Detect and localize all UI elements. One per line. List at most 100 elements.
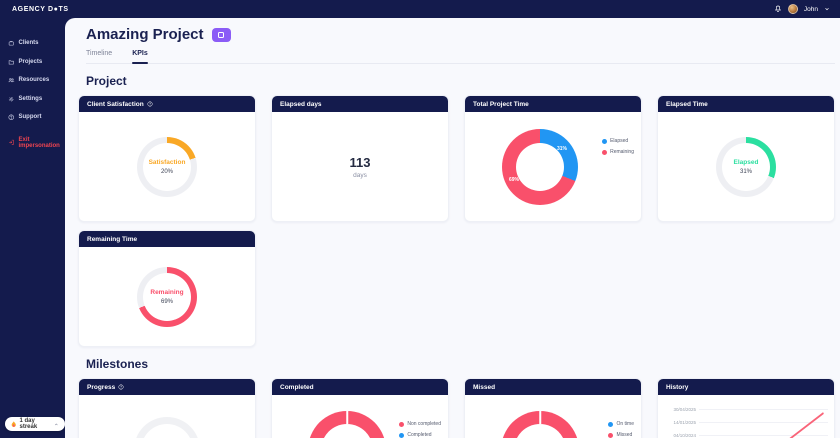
card-completed: Completed Non completed Co [271,378,449,438]
legend-dot [608,421,614,427]
gear-icon [8,96,14,102]
chart-legend: On time Missed [608,421,634,438]
legend-dot [399,432,405,438]
slice-separator [346,410,348,424]
card-header: Progress [79,379,255,395]
slice-label-remaining: 69% [509,176,520,183]
slice-separator [539,410,541,424]
legend-label: Completed [407,432,432,438]
sidebar-item-resources[interactable]: Resources [0,71,65,90]
legend-label: Elapsed [610,138,629,144]
sidebar-item-clients[interactable]: Clients [0,34,65,53]
elapsed-time-donut-chart: Elapsed 31% [716,136,776,197]
card-title: Elapsed Time [666,100,708,108]
legend-dot [602,149,608,155]
legend-label: Non completed [407,421,441,427]
y-tick: 14/01/2025 [673,420,696,425]
sidebar-item-projects[interactable]: Projects [0,53,65,72]
progress-donut-chart: Progress [134,416,200,438]
card-client-satisfaction: Client Satisfaction Satisfaction 20% [78,95,256,222]
card-header: Elapsed days [272,96,448,112]
streak-badge[interactable]: 1 day streak [5,417,65,431]
satisfaction-donut-chart: Satisfaction 20% [137,136,197,197]
card-title: History [666,383,689,391]
donut-center-value: 69% [160,298,173,305]
card-header: History [658,379,834,395]
bell-icon[interactable] [774,5,782,13]
edit-project-button[interactable] [211,27,231,42]
section-title-milestones: Milestones [86,357,149,371]
card-title: Total Project Time [473,100,529,108]
donut-center-label: Remaining [150,288,184,296]
legend-item-non-completed[interactable]: Non completed [399,421,441,427]
legend-item-completed[interactable]: Completed [399,432,441,438]
slice-label-elapsed: 31% [556,145,567,152]
top-bar: AGENCY D●TS John [0,0,840,18]
total-time-donut-chart: 31% 69% [502,128,578,205]
legend-item-missed[interactable]: Missed [608,432,634,438]
user-name[interactable]: John [803,5,818,13]
gridline [699,435,828,436]
project-kpi-grid-2: Remaining Time Remaining 69% [78,230,835,347]
sidebar-item-label: Projects [18,58,43,65]
sidebar-item-settings[interactable]: Settings [0,90,65,109]
chevron-down-icon[interactable] [824,6,830,12]
legend-label: Remaining [610,149,634,155]
card-header: Total Project Time [465,96,641,112]
avatar[interactable] [787,4,798,14]
legend-item-on-time[interactable]: On time [608,421,634,427]
section-title-project: Project [86,74,127,88]
card-header: Completed [272,379,448,395]
sidebar-item-label: Support [18,114,42,121]
tab-bar: Timeline KPIs [86,50,835,64]
question-circle-icon [8,114,14,120]
sidebar-item-label: Exit impersonation [18,136,60,149]
donut-center-value: 31% [739,168,752,175]
tab-kpis[interactable]: KPIs [132,50,148,64]
main-content: Amazing Project Timeline KPIs Project Cl… [65,18,840,438]
gridline [699,409,828,410]
sidebar: Clients Projects Resources Settings [0,18,65,438]
tab-timeline[interactable]: Timeline [86,50,113,57]
legend-dot [608,432,614,438]
page-title: Amazing Project [86,26,204,43]
chevron-up-icon[interactable] [54,422,59,427]
card-header: Missed [465,379,641,395]
card-title: Remaining Time [87,235,138,243]
card-elapsed-days: Elapsed days 113 days [271,95,449,222]
edit-icon [218,31,225,38]
card-history: History 30/04/2025 14/01/2025 04/10/2024 [657,378,835,438]
donut-center-label: Satisfaction [148,158,186,166]
card-title: Progress [87,383,116,391]
gridline [699,422,828,423]
flame-icon [11,420,16,427]
donut-center-label: Elapsed [733,158,759,166]
card-elapsed-time: Elapsed Time Elapsed 31% [657,95,835,222]
card-missed: Missed On time Missed [464,378,642,438]
card-title: Client Satisfaction [87,100,144,108]
sidebar-item-support[interactable]: Support [0,108,65,127]
donut-center-value: 20% [160,168,173,175]
briefcase-icon [8,41,14,46]
y-tick: 04/10/2024 [673,433,696,438]
card-header: Client Satisfaction [79,96,255,112]
project-kpi-grid: Client Satisfaction Satisfaction 20% [78,95,835,222]
legend-item-remaining[interactable]: Remaining [602,149,634,155]
history-line-chart: 30/04/2025 14/01/2025 04/10/2024 11/06/2… [658,395,834,438]
help-icon[interactable] [118,384,124,390]
elapsed-days-value: 113 [349,154,371,170]
legend-dot [399,421,405,427]
sidebar-item-exit-impersonation[interactable]: Exit impersonation [0,131,65,155]
card-total-project-time: Total Project Time 31% 69% Elapsed [464,95,642,222]
legend-item-elapsed[interactable]: Elapsed [602,138,634,144]
chart-legend: Elapsed Remaining [602,138,634,155]
help-icon[interactable] [147,101,153,107]
streak-label: 1 day streak [19,418,38,430]
completed-donut-chart [308,410,386,438]
card-remaining-time: Remaining Time Remaining 69% [78,230,256,347]
chart-legend: Non completed Completed [399,421,441,438]
card-title: Missed [473,383,496,391]
card-header: Elapsed Time [658,96,834,112]
missed-donut-chart [501,410,579,438]
logout-icon [9,140,14,145]
